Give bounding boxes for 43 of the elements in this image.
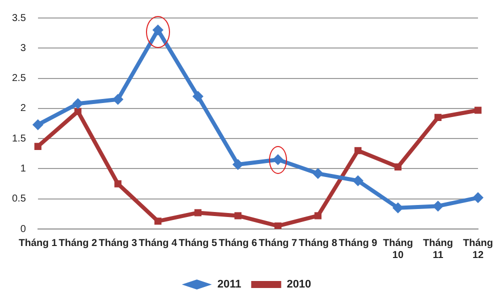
x-tick-label: Tháng 9 xyxy=(338,238,378,249)
point xyxy=(434,114,442,122)
x-tick-label: Tháng 1 xyxy=(18,238,58,249)
y-tick-label: 2.5 xyxy=(12,73,26,84)
y-tick-label: 1 xyxy=(20,163,26,174)
x-tick-label: Tháng 4 xyxy=(138,238,178,249)
point xyxy=(354,147,362,154)
x-tick-label: Tháng 7 xyxy=(258,238,298,249)
x-tick-label: Tháng 5 xyxy=(178,238,218,249)
point xyxy=(472,192,484,204)
point xyxy=(72,98,84,110)
point xyxy=(352,175,364,186)
y-tick-label: 0 xyxy=(20,224,26,235)
legend-label: 2010 xyxy=(286,278,312,291)
y-tick-label: 2 xyxy=(20,103,26,114)
x-tick-label: Tháng 8 xyxy=(298,238,338,249)
point xyxy=(192,90,204,102)
y-tick-label: 3 xyxy=(20,42,26,54)
y-tick-label: 3.5 xyxy=(12,12,26,24)
point xyxy=(274,222,282,229)
point xyxy=(114,180,122,188)
point xyxy=(74,108,82,115)
point xyxy=(234,212,242,220)
point xyxy=(394,163,402,170)
x-tick-label: Tháng 12 xyxy=(463,238,493,261)
x-tick-label: Tháng 6 xyxy=(218,238,258,249)
point xyxy=(34,142,42,150)
point xyxy=(312,168,324,180)
point xyxy=(154,218,162,225)
y-tick-label: 0.5 xyxy=(12,194,26,205)
y-tick-label: 1.5 xyxy=(12,133,26,144)
point xyxy=(194,209,202,216)
point xyxy=(392,202,404,214)
x-tick-label: Tháng 11 xyxy=(422,238,453,261)
point xyxy=(32,119,44,130)
legend-label: 2011 xyxy=(217,278,242,291)
x-tick-label: Tháng 3 xyxy=(98,238,138,249)
point xyxy=(314,212,322,220)
x-tick-label: Tháng 10 xyxy=(382,238,413,261)
point xyxy=(112,94,124,105)
point xyxy=(474,106,482,114)
x-tick-label: Tháng 2 xyxy=(58,238,98,249)
point xyxy=(232,158,244,170)
